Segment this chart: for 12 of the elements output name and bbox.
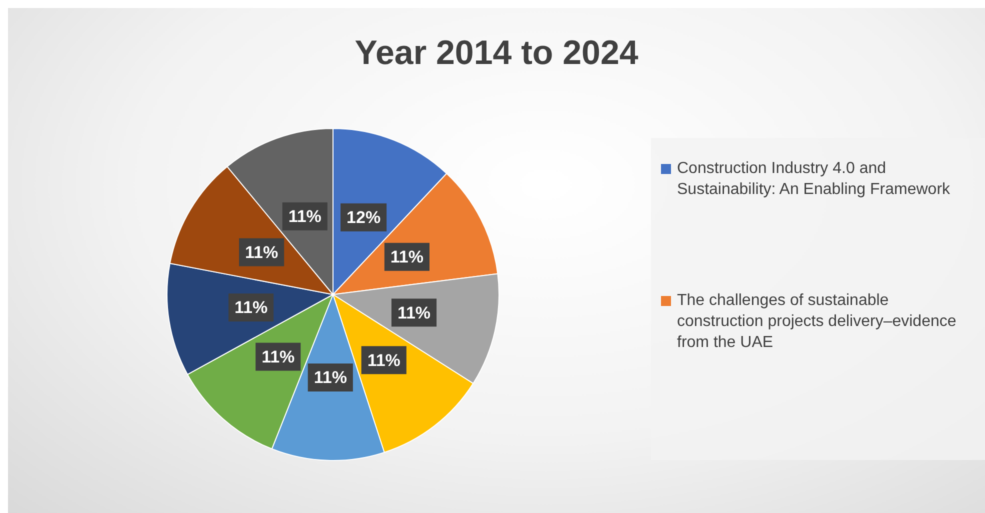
data-label: 11% xyxy=(367,350,400,370)
data-label: 11% xyxy=(314,368,347,388)
data-label: 11% xyxy=(262,347,295,366)
data-label: 11% xyxy=(397,303,431,322)
data-label: 12% xyxy=(346,208,381,228)
data-label: 11% xyxy=(288,207,322,226)
data-label: 11% xyxy=(234,298,268,318)
data-label: 11% xyxy=(245,242,278,262)
data-label: 11% xyxy=(390,248,424,267)
chart-title: Year 2014 to 2024 xyxy=(354,34,640,73)
legend-label: The challenges of sustainable construction projects delivery–evidence from the UAE xyxy=(677,291,958,353)
legend-label: Construction Industry 4.0 and Sustainability: An Enabling Framework xyxy=(677,159,952,200)
